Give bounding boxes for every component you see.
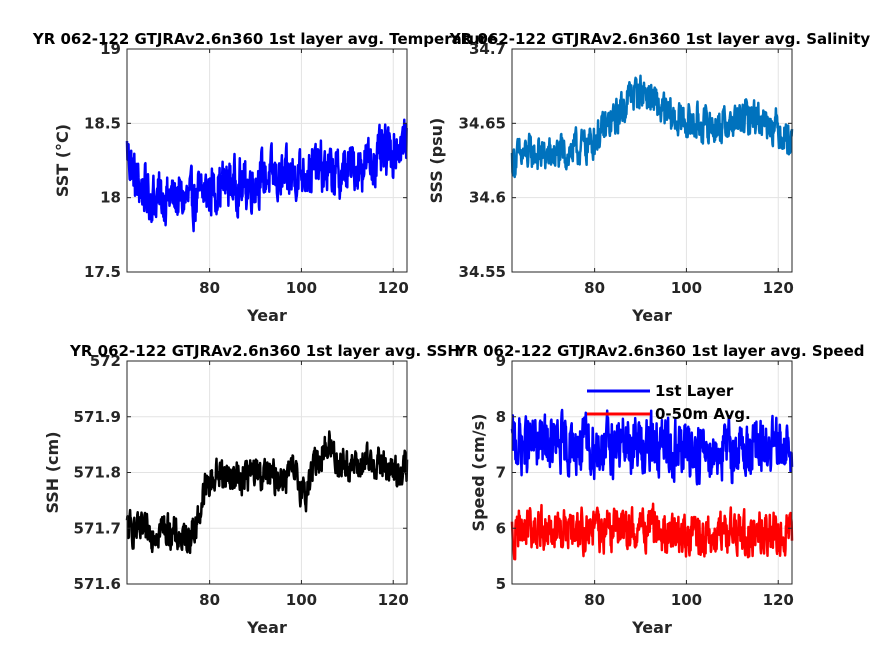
axes-box	[126, 48, 408, 273]
y-tick-label: 7	[496, 464, 506, 482]
series-line-1	[125, 118, 408, 233]
y-tick-label: 19	[100, 40, 121, 58]
y-tick-label: 6	[496, 519, 506, 537]
x-tick-label: 120	[763, 279, 794, 297]
y-tick-label: 34.6	[469, 189, 506, 207]
x-axis-label: Year	[246, 306, 287, 325]
chart-title: YR 062-122 GTJRAv2.6n360 1st layer avg. …	[454, 342, 864, 360]
x-tick-label: 120	[378, 591, 409, 609]
y-axis-label: SSH (cm)	[43, 431, 62, 513]
x-tick-label: 100	[286, 279, 317, 297]
x-tick-label: 80	[199, 591, 220, 609]
y-tick-label: 17.5	[84, 263, 121, 281]
x-axis-label: Year	[246, 618, 287, 637]
series-line-1	[510, 74, 794, 179]
axes-box	[511, 48, 793, 273]
chart-panels: 80 100 120 17.5 18 18.5 19 Year SST (°C) YR 062-1…	[32, 30, 871, 637]
legend: 1st Layer 0-50m Avg.	[587, 382, 751, 423]
y-tick-label: 571.9	[74, 408, 121, 426]
x-tick-label: 100	[671, 279, 702, 297]
y-tick-label: 571.7	[74, 519, 121, 537]
y-tick-label: 572	[90, 352, 121, 370]
x-tick-label: 100	[671, 591, 702, 609]
chart-title: YR 062-122 GTJRAv2.6n360 1st layer avg. …	[69, 342, 460, 360]
y-tick-label: 18.5	[84, 114, 121, 132]
x-tick-label: 80	[584, 279, 605, 297]
series-line-1	[510, 408, 794, 486]
series-line-2	[510, 502, 794, 561]
chart-panel-1: 80 100 120 17.5 18 18.5 19 Year SST (°C) YR 062-1…	[32, 30, 497, 325]
x-tick-label: 120	[378, 279, 409, 297]
chart-panel-3: 80 100 120 571.6 571.7 571.8 571.9 572 Year SSH (…	[43, 342, 460, 637]
x-axis-label: Year	[631, 306, 672, 325]
chart-panel-4: 80 100 120 5 6 7 8 9 Year Speed (cm/s) YR 062-122 …	[454, 342, 864, 637]
y-tick-label: 34.65	[459, 114, 506, 132]
series-line-1	[125, 430, 409, 555]
y-tick-label: 34.7	[469, 40, 506, 58]
y-tick-label: 571.8	[74, 464, 121, 482]
x-tick-label: 100	[286, 591, 317, 609]
x-tick-label: 80	[584, 591, 605, 609]
x-tick-label: 80	[199, 279, 220, 297]
x-axis-label: Year	[631, 618, 672, 637]
y-axis-label: Speed (cm/s)	[469, 414, 488, 532]
y-tick-label: 34.55	[459, 263, 506, 281]
x-tick-label: 120	[763, 591, 794, 609]
y-axis-label: SST (°C)	[53, 124, 72, 197]
y-axis-label: SSS (psu)	[427, 118, 446, 204]
legend-label: 0-50m Avg.	[655, 405, 751, 423]
chart-title: YR 062-122 GTJRAv2.6n360 1st layer avg. …	[32, 30, 497, 48]
y-tick-label: 18	[100, 189, 121, 207]
y-tick-label: 9	[496, 352, 506, 370]
y-tick-label: 8	[496, 408, 506, 426]
legend-label: 1st Layer	[655, 382, 734, 400]
y-tick-label: 5	[496, 575, 506, 593]
chart-title: YR 062-122 GTJRAv2.6n360 1st layer avg. …	[449, 30, 871, 48]
chart-panel-2: 80 100 120 34.55 34.6 34.65 34.7 Year SSS (psu) Y…	[427, 30, 870, 325]
y-tick-label: 571.6	[74, 575, 121, 593]
